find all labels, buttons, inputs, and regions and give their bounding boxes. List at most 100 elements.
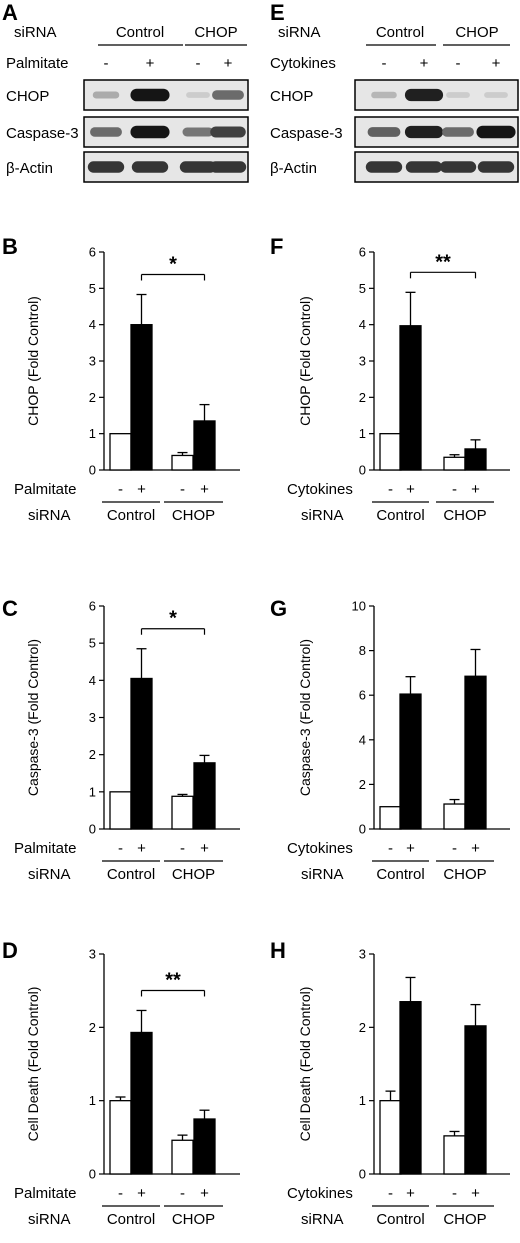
- blot-band-2-0-a: [87, 161, 125, 173]
- y-tick-label-3-b: 3: [89, 354, 96, 369]
- bar-0-b: [109, 433, 132, 471]
- blot-row-label-2-a: β-Actin: [6, 160, 53, 177]
- blot-band-2-3-a: [209, 161, 247, 173]
- sign-0-g: -: [388, 840, 393, 857]
- bar-0-f: [379, 433, 402, 471]
- bar-1-c: [130, 677, 153, 830]
- sign-1-d: +: [137, 1185, 146, 1202]
- group-label-0-d: Control: [107, 1211, 155, 1228]
- bar-0-g: [379, 806, 402, 830]
- sign-2-f: -: [452, 481, 457, 498]
- blot-sign-1-a: +: [146, 55, 155, 72]
- y-tick-label-3-g: 6: [359, 688, 366, 703]
- blot-row-label-2-e: β-Actin: [270, 160, 317, 177]
- sign-0-c: -: [118, 840, 123, 857]
- blot-row-label-0-a: CHOP: [6, 88, 49, 105]
- sig-stars-f: **: [435, 251, 451, 273]
- sign-2-b: -: [180, 481, 185, 498]
- sign-1-f: +: [406, 481, 415, 498]
- panel-letter-f: F: [270, 234, 283, 259]
- y-tick-label-4-c: 4: [89, 673, 96, 688]
- blot-group-1-e: CHOP: [455, 24, 498, 41]
- y-tick-label-6-c: 6: [89, 599, 96, 614]
- group-label-0-b: Control: [107, 507, 155, 524]
- y-tick-label-4-b: 4: [89, 317, 96, 332]
- sirna-label-f: siRNA: [301, 507, 344, 524]
- blot-sign-1-e: +: [420, 55, 429, 72]
- y-tick-label-2-h: 2: [359, 1020, 366, 1035]
- blot-band-1-0-a: [90, 127, 122, 137]
- group-label-1-f: CHOP: [443, 507, 486, 524]
- y-tick-label-5-b: 5: [89, 281, 96, 296]
- blot-group-0-a: Control: [116, 24, 164, 41]
- group-label-0-h: Control: [376, 1211, 424, 1228]
- bar-3-h: [464, 1025, 487, 1175]
- y-axis-title-g: Caspase-3 (Fold Control): [297, 639, 313, 796]
- blot-band-0-3-a: [212, 90, 244, 100]
- y-tick-label-1-b: 1: [89, 426, 96, 441]
- sign-3-c: +: [200, 840, 209, 857]
- y-tick-label-1-c: 1: [89, 784, 96, 799]
- treatment-label-f: Cytokines: [287, 481, 353, 498]
- sirna-label-b: siRNA: [28, 507, 71, 524]
- sign-1-h: +: [406, 1185, 415, 1202]
- y-tick-label-1-f: 1: [359, 426, 366, 441]
- blot-band-0-0-a: [92, 91, 120, 99]
- y-tick-label-5-c: 5: [89, 636, 96, 651]
- sig-stars-c: *: [169, 608, 177, 630]
- blot-band-2-2-e: [439, 161, 477, 173]
- y-tick-label-1-h: 1: [359, 1093, 366, 1108]
- blot-band-2-1-e: [405, 161, 443, 173]
- group-label-0-f: Control: [376, 507, 424, 524]
- sig-stars-b: *: [169, 254, 177, 276]
- bar-1-g: [399, 693, 422, 830]
- blot-band-2-3-e: [477, 161, 515, 173]
- blot-band-2-1-a: [131, 161, 169, 173]
- y-tick-label-2-g: 4: [359, 732, 366, 747]
- bar-3-d: [193, 1118, 216, 1175]
- y-axis-title-f: CHOP (Fold Control): [297, 296, 313, 426]
- sign-3-b: +: [200, 481, 209, 498]
- sig-stars-d: **: [165, 969, 181, 991]
- blot-band-0-2-e: [446, 92, 470, 98]
- y-tick-label-2-d: 2: [89, 1020, 96, 1035]
- blot-band-1-3-a: [210, 126, 246, 138]
- y-tick-label-1-g: 2: [359, 777, 366, 792]
- sign-0-b: -: [118, 481, 123, 498]
- sign-2-g: -: [452, 840, 457, 857]
- y-tick-label-2-f: 2: [359, 390, 366, 405]
- bar-2-g: [443, 803, 466, 830]
- blot-sirna-label-a: siRNA: [14, 24, 57, 41]
- bar-0-h: [379, 1100, 402, 1175]
- y-tick-label-0-g: 0: [359, 822, 366, 837]
- group-label-1-b: CHOP: [172, 507, 215, 524]
- blot-row-label-1-a: Caspase-3: [6, 125, 79, 142]
- blot-row-label-0-e: CHOP: [270, 88, 313, 105]
- bar-2-c: [171, 795, 194, 830]
- y-tick-label-6-f: 6: [359, 245, 366, 260]
- blot-group-1-a: CHOP: [194, 24, 237, 41]
- group-label-1-d: CHOP: [172, 1211, 215, 1228]
- blot-sign-2-a: -: [196, 55, 201, 72]
- bar-2-h: [443, 1135, 466, 1175]
- bar-1-h: [399, 1001, 422, 1175]
- y-tick-label-0-h: 0: [359, 1167, 366, 1182]
- blot-band-1-1-e: [404, 125, 444, 139]
- blot-sign-3-a: +: [224, 55, 233, 72]
- y-axis-title-h: Cell Death (Fold Control): [297, 987, 313, 1142]
- y-tick-label-3-h: 3: [359, 947, 366, 962]
- blot-sign-3-e: +: [492, 55, 501, 72]
- y-tick-label-6-b: 6: [89, 245, 96, 260]
- bar-0-c: [109, 791, 132, 830]
- y-tick-label-4-g: 8: [359, 643, 366, 658]
- group-label-0-c: Control: [107, 866, 155, 883]
- blot-band-1-3-e: [476, 125, 516, 139]
- blot-sirna-label-e: siRNA: [278, 24, 321, 41]
- y-axis-title-d: Cell Death (Fold Control): [25, 987, 41, 1142]
- sign-2-h: -: [452, 1185, 457, 1202]
- y-tick-label-5-f: 5: [359, 281, 366, 296]
- y-tick-label-2-b: 2: [89, 390, 96, 405]
- blot-band-2-2-a: [179, 161, 217, 173]
- y-tick-label-3-f: 3: [359, 354, 366, 369]
- bar-3-b: [193, 420, 216, 471]
